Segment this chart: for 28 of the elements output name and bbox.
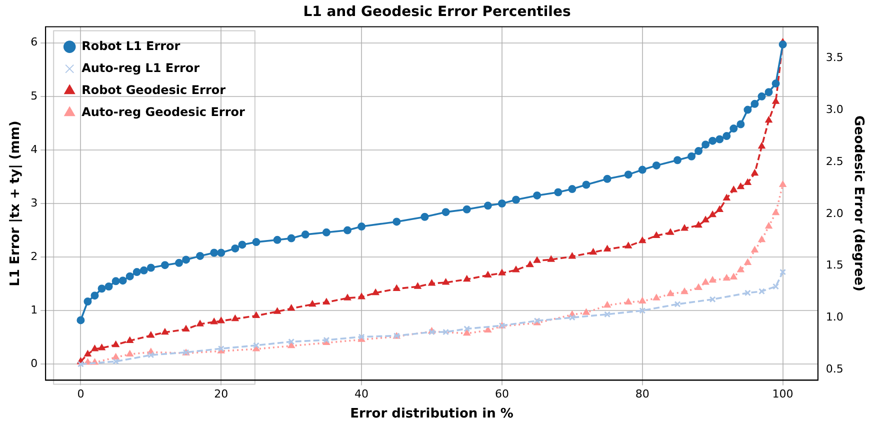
- y2-axis-title: Geodesic Error (degree): [850, 116, 866, 292]
- x-tick-label: 20: [214, 388, 228, 401]
- y2-tick-label: 0.5: [826, 362, 844, 376]
- y2-tick-label: 1.5: [826, 258, 844, 272]
- y-tick-label: 3: [30, 196, 38, 210]
- y-tick-label: 5: [30, 89, 38, 102]
- legend-label: Auto-reg Geodesic Error: [82, 104, 245, 119]
- y-tick-label: 1: [30, 303, 38, 316]
- x-tick-label: 0: [77, 388, 84, 401]
- x-tick-label: 40: [354, 388, 369, 401]
- y-tick-label: 0: [30, 356, 38, 370]
- legend-label: Auto-reg L1 Error: [82, 60, 200, 75]
- y2-tick-label: 2.5: [826, 154, 844, 168]
- legend-label: Robot L1 Error: [82, 38, 180, 53]
- x-tick-label: 100: [772, 388, 794, 401]
- y2-tick-label: 3.0: [826, 102, 844, 116]
- y2-tick-label: 1.0: [826, 310, 844, 324]
- y2-tick-label: 2.0: [826, 206, 844, 220]
- y-tick-label: 4: [30, 142, 38, 156]
- legend-label: Robot Geodesic Error: [82, 82, 226, 97]
- y-tick-label: 2: [30, 250, 38, 263]
- x-tick-label: 60: [494, 388, 509, 401]
- y2-tick-label: 3.5: [826, 50, 844, 64]
- y-tick-label: 6: [30, 36, 38, 49]
- x-tick-label: 80: [635, 388, 650, 401]
- chart-title: L1 and Geodesic Error Percentiles: [303, 4, 571, 20]
- y-axis-title: L1 Error |tx + ty| (mm): [8, 120, 24, 286]
- x-axis-title: Error distribution in %: [350, 406, 514, 422]
